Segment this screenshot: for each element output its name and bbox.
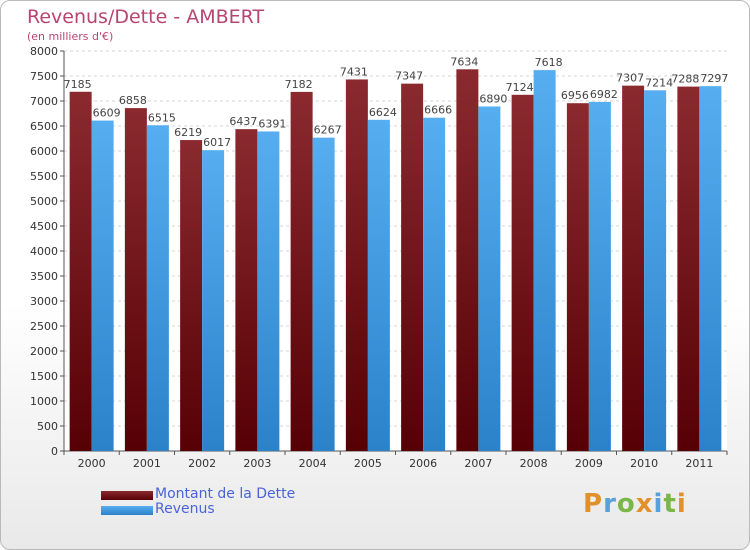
x-tick-label: 2009: [575, 457, 603, 470]
bar-revenus: [644, 90, 667, 452]
x-tick-label: 2000: [78, 457, 106, 470]
y-tick-label: 4500: [30, 220, 58, 233]
legend-label-revenus: Revenus: [155, 501, 215, 517]
data-label-dette: 7124: [506, 81, 534, 94]
data-label-dette: 7288: [671, 73, 699, 86]
y-tick-label: 7500: [30, 70, 58, 83]
data-label-revenus: 6609: [93, 107, 121, 120]
x-tick-label: 2005: [354, 457, 382, 470]
data-label-dette: 7347: [395, 70, 423, 83]
logo-letter: P: [583, 489, 604, 519]
data-label-dette: 6956: [561, 89, 589, 102]
data-label-dette: 7182: [285, 78, 313, 91]
bar-revenus: [699, 86, 722, 452]
data-label-dette: 6858: [119, 94, 147, 107]
x-tick-label: 2006: [409, 457, 437, 470]
logo-letter: r: [603, 489, 617, 519]
chart-subtitle: (en milliers d'€): [27, 30, 114, 43]
legend-swatch-revenus: [101, 506, 153, 515]
bar-dette: [345, 79, 368, 451]
data-label-revenus: 6267: [314, 124, 342, 137]
logo-letter: i: [676, 489, 687, 519]
y-tick-label: 0: [51, 445, 58, 458]
y-tick-label: 6500: [30, 120, 58, 133]
bar-revenus: [312, 137, 335, 451]
legend-label-dette: Montant de la Dette: [155, 486, 296, 502]
y-tick-label: 5000: [30, 195, 58, 208]
bar-dette: [124, 108, 147, 451]
bar-revenus: [367, 119, 390, 452]
proxiti-logo: Proxiti: [583, 489, 687, 519]
bar-dette: [511, 94, 534, 452]
x-tick-label: 2007: [464, 457, 492, 470]
logo-letter: o: [616, 489, 636, 519]
bar-revenus: [202, 150, 225, 451]
y-tick-label: 1000: [30, 395, 58, 408]
x-tick-label: 2003: [243, 457, 271, 470]
x-tick-label: 2002: [188, 457, 216, 470]
y-tick-label: 2500: [30, 320, 58, 333]
data-label-revenus: 6515: [148, 111, 176, 124]
chart-title: Revenus/Dette - AMBERT: [27, 6, 265, 28]
logo-letter: t: [663, 489, 677, 519]
y-tick-label: 5500: [30, 170, 58, 183]
bar-dette: [401, 83, 424, 452]
data-label-dette: 6437: [229, 115, 257, 128]
data-label-revenus: 7618: [535, 56, 563, 69]
bar-dette: [235, 129, 258, 451]
y-tick-label: 1500: [30, 370, 58, 383]
x-tick-label: 2008: [520, 457, 548, 470]
data-label-dette: 7634: [450, 55, 478, 68]
data-label-dette: 7431: [340, 65, 368, 78]
data-label-dette: 7185: [64, 78, 92, 91]
bar-dette: [180, 140, 203, 452]
y-tick-label: 3500: [30, 270, 58, 283]
y-tick-label: 6000: [30, 145, 58, 158]
y-tick-label: 8000: [30, 45, 58, 58]
bar-revenus: [533, 70, 556, 451]
data-label-revenus: 7214: [645, 76, 673, 89]
bar-dette: [622, 85, 645, 452]
bar-dette: [456, 69, 479, 452]
bar-dette: [290, 91, 313, 452]
bar-dette: [69, 91, 92, 451]
y-tick-label: 7000: [30, 95, 58, 108]
bar-revenus: [588, 101, 611, 452]
data-label-dette: 7307: [616, 72, 644, 85]
logo-letter: i: [653, 489, 664, 519]
bar-revenus: [257, 131, 280, 451]
x-tick-label: 2010: [630, 457, 658, 470]
y-tick-label: 3000: [30, 295, 58, 308]
data-label-revenus: 6982: [590, 88, 618, 101]
y-tick-label: 4000: [30, 245, 58, 258]
bar-revenus: [146, 125, 169, 451]
data-label-dette: 6219: [174, 126, 202, 139]
bar-revenus: [423, 117, 446, 451]
data-label-revenus: 6624: [369, 106, 397, 119]
x-tick-label: 2004: [299, 457, 327, 470]
data-label-revenus: 6391: [258, 117, 286, 130]
y-tick-label: 500: [37, 420, 58, 433]
bar-revenus: [91, 120, 114, 452]
data-label-revenus: 6890: [479, 93, 507, 106]
y-tick-label: 2000: [30, 345, 58, 358]
data-label-revenus: 6666: [424, 104, 452, 117]
data-label-revenus: 7297: [700, 72, 728, 85]
legend-swatch-dette: [101, 491, 153, 500]
logo-letter: x: [635, 489, 654, 519]
bar-revenus: [478, 106, 501, 451]
bar-dette: [566, 103, 589, 451]
data-label-revenus: 6017: [203, 136, 231, 149]
bar-dette: [677, 86, 700, 451]
x-tick-label: 2011: [685, 457, 713, 470]
x-tick-label: 2001: [133, 457, 161, 470]
